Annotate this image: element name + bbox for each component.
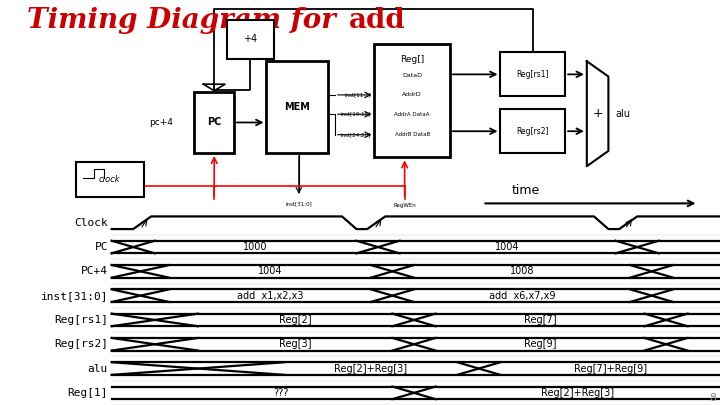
Text: Reg[7]+Reg[9]: Reg[7]+Reg[9] [574,364,647,373]
Text: Reg[rs2]: Reg[rs2] [516,127,549,136]
Text: Reg[7]: Reg[7] [523,315,557,325]
Text: inst[11:7]: inst[11:7] [344,92,371,98]
Text: PC: PC [94,242,108,252]
Bar [227,20,274,59]
Bar [500,53,565,96]
Text: clock: clock [99,175,121,184]
Text: Timing Diagram for: Timing Diagram for [27,6,346,34]
Text: Reg[rs2]: Reg[rs2] [54,339,108,349]
Text: MEM: MEM [284,102,310,112]
Text: 1000: 1000 [243,242,268,252]
Text: AddrA DataA: AddrA DataA [395,112,430,117]
Text: AddrB DataB: AddrB DataB [395,132,430,137]
Text: alu: alu [616,109,631,119]
Text: 1004: 1004 [258,266,282,276]
Text: Reg[2]: Reg[2] [279,315,312,325]
Bar [500,109,565,153]
Text: inst[31:0]: inst[31:0] [40,291,108,301]
Bar [374,44,450,158]
Text: inst[19:15]: inst[19:15] [341,112,371,117]
Text: DataD: DataD [402,73,422,78]
Text: add  x1,x2,x3: add x1,x2,x3 [237,291,303,301]
Text: +: + [593,107,603,120]
Text: +4: +4 [243,34,257,45]
Text: pc+4: pc+4 [149,118,173,127]
Text: 1004: 1004 [495,242,520,252]
Bar [76,162,144,197]
Text: Reg[2]+Reg[3]: Reg[2]+Reg[3] [541,388,614,398]
Text: Reg[]: Reg[] [400,55,424,64]
Text: Reg[rs1]: Reg[rs1] [54,315,108,325]
Text: time: time [511,184,540,197]
Text: AddrD: AddrD [402,92,422,98]
Text: Reg[rs1]: Reg[rs1] [516,70,549,79]
Text: ???: ??? [273,388,289,398]
Text: 1008: 1008 [510,266,534,276]
Text: alu: alu [88,364,108,373]
Text: Reg[2]+Reg[3]: Reg[2]+Reg[3] [334,364,408,373]
Text: 8: 8 [709,393,716,403]
Text: Reg[9]: Reg[9] [523,339,557,349]
Text: inst[24:20]: inst[24:20] [341,132,371,137]
Bar [266,61,328,153]
Text: Reg[3]: Reg[3] [279,339,312,349]
Bar [194,92,234,153]
Text: Reg[1]: Reg[1] [68,388,108,398]
Text: RegWEn: RegWEn [393,203,416,208]
Text: PC: PC [207,117,221,128]
Text: add: add [349,6,406,34]
Text: Clock: Clock [74,218,108,228]
Text: PC+4: PC+4 [81,266,108,276]
Text: inst[31:0]: inst[31:0] [285,201,312,206]
Text: add  x6,x7,x9: add x6,x7,x9 [489,291,555,301]
